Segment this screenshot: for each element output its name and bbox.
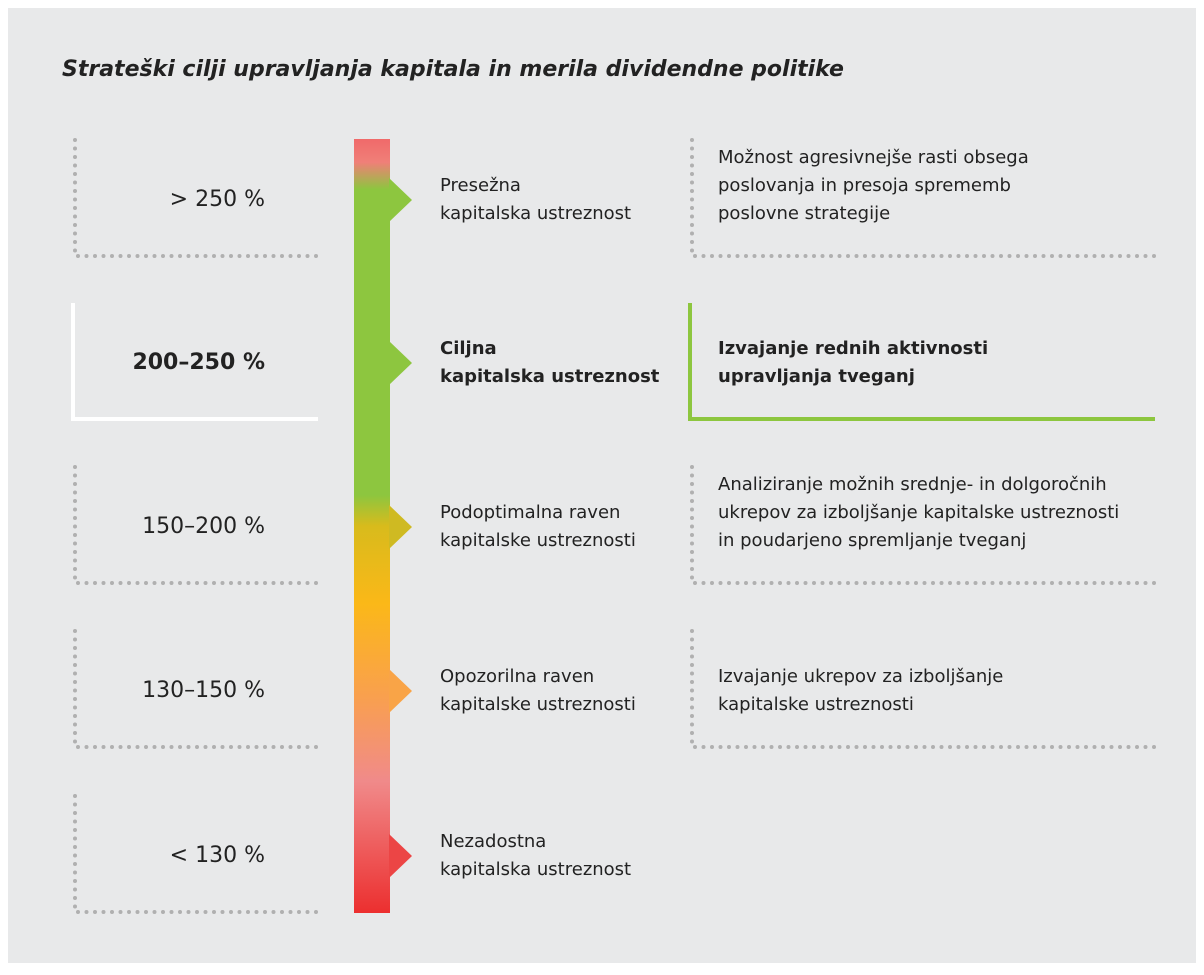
range-label: 150–200 %	[142, 514, 265, 539]
level-label: Opozorilna raven	[440, 666, 594, 687]
dotted-frame	[73, 465, 322, 585]
level-label: kapitalske ustreznosti	[440, 530, 636, 551]
level-label: Presežna	[440, 175, 521, 196]
highlight-frame	[71, 303, 318, 421]
background	[8, 8, 1196, 963]
action-text: poslovanja in presoja sprememb	[718, 175, 1011, 196]
level-label: kapitalska ustreznost	[440, 366, 660, 387]
scale-bar	[354, 139, 390, 913]
level-label: kapitalske ustreznosti	[440, 694, 636, 715]
action-text: ukrepov za izboljšanje kapitalske ustrez…	[718, 502, 1119, 523]
action-text: Izvajanje rednih aktivnosti	[718, 338, 988, 359]
level-label: Nezadostna	[440, 831, 546, 852]
dotted-frame	[73, 138, 322, 258]
level-label: Ciljna	[440, 338, 497, 359]
action-text: upravljanja tveganj	[718, 366, 915, 387]
dotted-frame	[690, 629, 1160, 749]
dotted-frame	[690, 465, 1160, 585]
action-text: in poudarjeno spremljanje tveganj	[718, 530, 1026, 551]
arrow	[389, 341, 412, 385]
level-label: kapitalska ustreznost	[440, 859, 631, 880]
arrow	[389, 834, 412, 878]
arrow	[389, 178, 412, 222]
level-label: kapitalska ustreznost	[440, 203, 631, 224]
range-label: < 130 %	[170, 843, 265, 868]
arrow	[389, 669, 412, 713]
action-text: kapitalske ustreznosti	[718, 694, 914, 715]
highlight-frame	[688, 303, 1155, 421]
arrow	[389, 505, 412, 549]
rows: > 250 % Presežna kapitalska ustreznost Možn…	[71, 138, 1160, 914]
action-text: Izvajanje ukrepov za izboljšanje	[718, 666, 1003, 687]
range-label: 200–250 %	[132, 350, 265, 375]
range-label: > 250 %	[170, 187, 265, 212]
title: Strateški cilji upravljanja kapitala in …	[62, 57, 844, 82]
dotted-frame	[690, 138, 1160, 258]
action-text: Analiziranje možnih srednje- in dolgoroč…	[718, 474, 1107, 495]
dotted-frame	[73, 794, 322, 914]
dotted-frame	[73, 629, 322, 749]
range-label: 130–150 %	[142, 678, 265, 703]
action-text: poslovne strategije	[718, 203, 890, 224]
action-text: Možnost agresivnejše rasti obsega	[718, 147, 1029, 168]
level-label: Podoptimalna raven	[440, 502, 620, 523]
